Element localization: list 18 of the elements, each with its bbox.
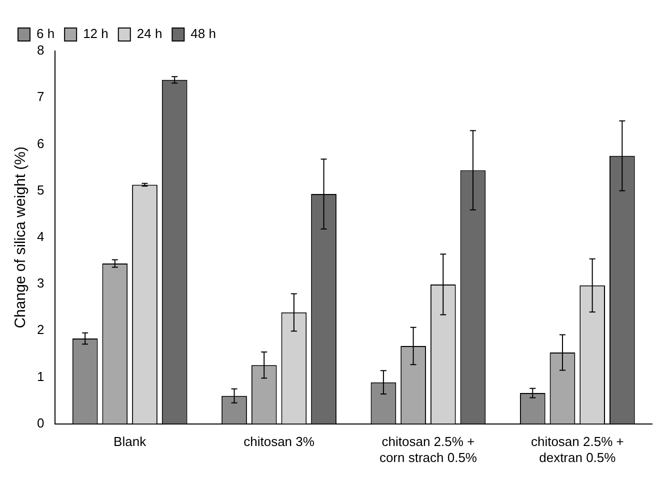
y-tick-label: 0 [36, 415, 44, 430]
legend-label: 6 h [36, 26, 55, 42]
legend-label: 12 h [83, 26, 108, 42]
y-axis-title: Change of silica weight (%) [12, 146, 30, 328]
y-tick-label: 8 [36, 42, 44, 58]
y-tick-label: 4 [36, 228, 44, 244]
y-tick-label: 2 [36, 322, 44, 338]
y-tick-label: 7 [36, 89, 44, 104]
legend-label: 48 h [190, 26, 216, 42]
x-tick-label: chitosan 2.5% + dextran 0.5% [530, 434, 624, 465]
x-tick-label: chitosan 2.5% + corn strach 0.5% [379, 434, 478, 465]
legend-label: 24 h [136, 26, 162, 42]
y-tick-label: 6 [36, 136, 44, 151]
x-tick-label: chitosan 3% [244, 434, 315, 450]
y-tick-label: 5 [36, 182, 44, 198]
y-tick-label: 1 [36, 368, 44, 384]
y-tick-label: 3 [36, 276, 44, 291]
x-tick-label: Blank [114, 434, 147, 450]
